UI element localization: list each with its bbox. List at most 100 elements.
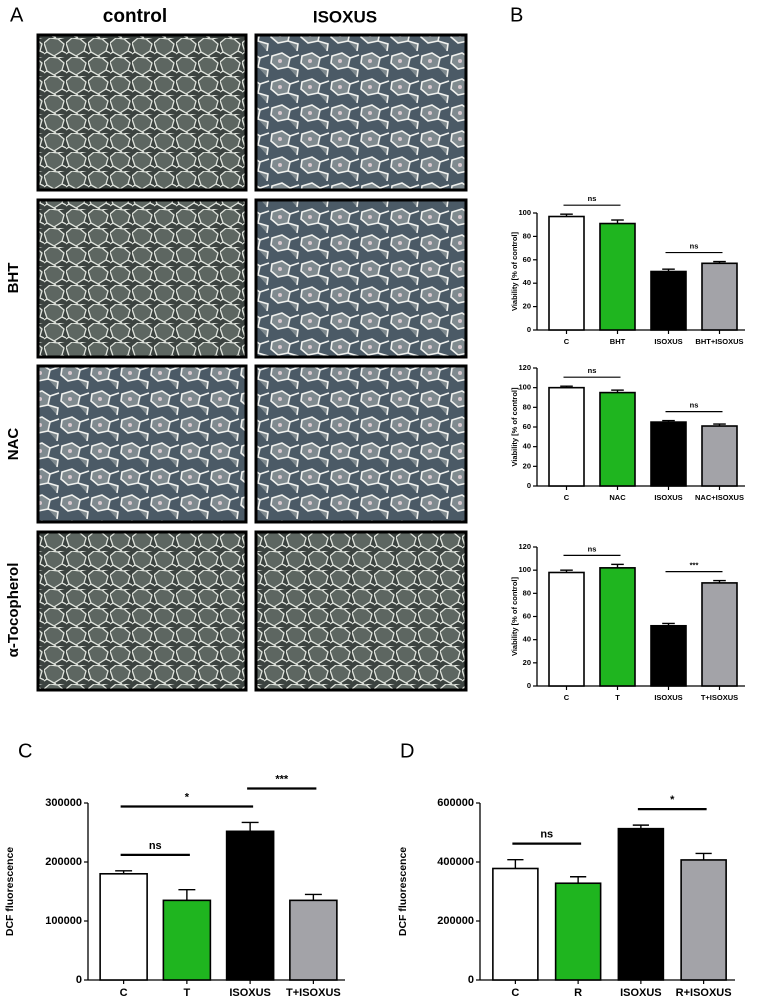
y-tick-label: 100 [518,383,531,392]
bar [701,582,738,687]
y-tick-label: 200000 [45,856,82,868]
column-label: ISOXUS [313,7,377,26]
bar [599,567,636,687]
micrograph-panel [36,33,468,692]
y-tick-label: 300000 [45,797,82,809]
y-tick-label: 20 [523,658,531,667]
bar [99,872,148,981]
y-tick-label: 40 [523,635,531,644]
x-tick-label: C [564,493,570,502]
x-tick-label: BHT [610,337,626,346]
y-axis-label: DCF fluorescence [4,847,16,936]
x-tick-label: ISOXUS [654,693,682,702]
significance-label: * [185,791,190,803]
significance-label: ns [588,194,597,203]
row-label: NAC [5,428,22,461]
y-tick-label: 120 [518,363,531,372]
y-tick-label: 100 [518,565,531,574]
x-tick-label: R+ISOXUS [676,987,732,999]
y-tick-label: 0 [527,681,531,690]
y-tick-label: 20 [523,461,531,470]
micrograph [36,198,248,359]
bar [701,425,738,487]
bar [617,827,665,981]
y-tick-label: 40 [523,278,531,287]
significance-label: ns [690,401,699,410]
y-axis-label: DCF fluorescence [397,847,409,936]
x-tick-label: C [511,987,519,999]
y-tick-label: 60 [523,255,531,264]
bar [701,262,738,331]
micrograph [36,364,248,524]
y-tick-label: 100 [518,208,531,217]
y-tick-label: 0 [527,481,531,490]
bar [548,571,585,687]
x-tick-label: R [574,987,582,999]
significance-label: *** [690,561,699,570]
significance-label: ns [540,829,553,841]
bar [162,899,212,981]
x-tick-label: T [615,693,620,702]
micrograph [36,530,248,692]
x-tick-label: T+ISOXUS [701,693,738,702]
micrograph [254,364,468,524]
y-tick-label: 600000 [437,797,474,809]
panel-label: C [18,740,32,762]
significance-label: ns [588,366,597,375]
y-tick-label: 0 [527,325,531,334]
bar [548,215,585,331]
x-tick-label: ISOXUS [229,987,271,999]
micrograph [36,33,248,192]
bar [492,867,539,981]
x-tick-label: C [564,693,570,702]
bar [680,859,727,981]
y-tick-label: 120 [518,542,531,551]
panel-label: D [400,740,414,762]
y-axis-label: Viability [% of control] [510,231,519,311]
y-axis-label: Viability [% of control] [510,576,519,656]
bar [225,830,275,981]
significance-label: * [670,794,675,806]
x-tick-label: ISOXUS [620,987,662,999]
y-tick-label: 60 [523,611,531,620]
x-tick-label: T [184,987,191,999]
y-tick-label: 100000 [45,915,82,927]
y-axis-label: Viability [% of control] [510,387,519,467]
bar [289,899,338,981]
x-tick-label: NAC [609,493,626,502]
y-tick-label: 0 [76,974,82,986]
bar [599,391,636,487]
bar [650,270,687,331]
row-label: α-Tocopherol [5,563,22,658]
x-tick-label: ISOXUS [654,493,682,502]
x-tick-label: C [120,987,128,999]
column-label: control [103,6,167,27]
x-tick-label: ISOXUS [654,337,682,346]
micrograph [254,33,468,192]
y-tick-label: 0 [468,974,474,986]
panel-label: A [10,4,24,26]
y-tick-label: 80 [523,588,531,597]
significance-label: ns [149,840,162,852]
x-tick-label: BHT+ISOXUS [695,337,743,346]
bar [650,624,687,687]
y-tick-label: 60 [523,422,531,431]
micrograph [254,530,468,692]
y-tick-label: 80 [523,231,531,240]
panel-label: B [510,4,523,26]
x-tick-label: NAC+ISOXUS [695,493,744,502]
bar [599,222,636,331]
y-tick-label: 20 [523,302,531,311]
micrograph [254,198,468,359]
row-label: BHT [5,263,22,294]
bar [554,882,602,981]
bar [650,421,687,487]
significance-label: *** [275,773,289,785]
y-tick-label: 200000 [437,915,474,927]
significance-label: ns [690,242,699,251]
y-tick-label: 400000 [437,856,474,868]
y-tick-label: 40 [523,442,531,451]
bar [548,386,585,487]
y-tick-label: 80 [523,402,531,411]
